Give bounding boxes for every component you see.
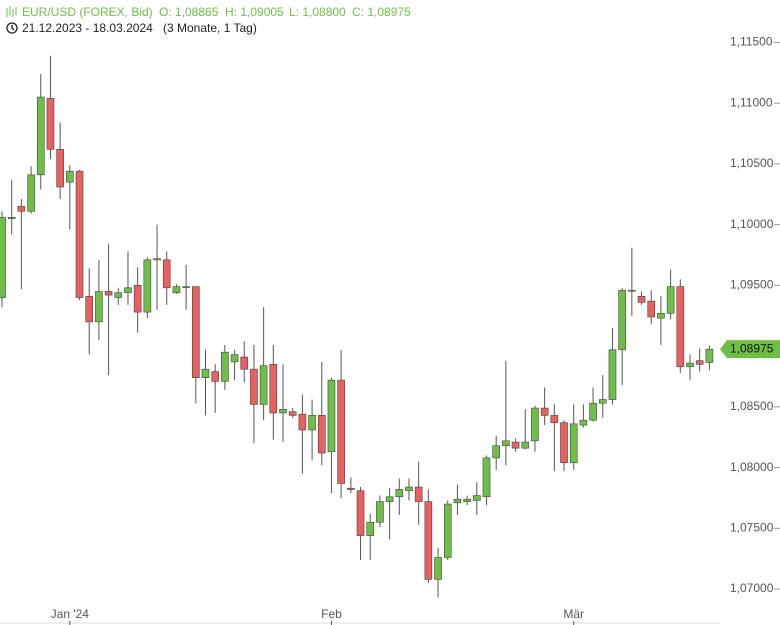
- candle-body: [589, 402, 597, 421]
- last-price-label: 1,08975: [730, 341, 774, 355]
- candle-body: [376, 501, 384, 523]
- candle-body: [337, 379, 345, 484]
- candle-body: [201, 368, 210, 379]
- y-tick-label: 1,11500: [730, 35, 773, 49]
- candle-body: [269, 364, 278, 414]
- candle-body: [414, 486, 423, 502]
- candle-body: [424, 501, 433, 580]
- candle-body: [531, 407, 539, 442]
- candle-body: [647, 300, 656, 318]
- period: (3 Monate, 1 Tag): [163, 21, 257, 35]
- candle-body: [279, 408, 287, 414]
- candle-body: [637, 296, 646, 303]
- candle-body: [579, 419, 588, 426]
- date-range: 21.12.2023 - 18.03.2024: [22, 21, 153, 35]
- candle-body: [608, 349, 617, 400]
- candle-body: [443, 503, 452, 558]
- y-tick-label: 1,09500: [730, 278, 774, 292]
- candle-body: [434, 557, 442, 580]
- y-tick-label: 1,07500: [730, 521, 774, 535]
- candle-body: [85, 296, 94, 323]
- candle-body: [153, 258, 161, 261]
- candle-body: [560, 422, 568, 464]
- candle-body: [385, 496, 394, 502]
- candle-body: [482, 457, 491, 498]
- candle-body: [521, 441, 530, 449]
- y-tick-label: 1,11000: [730, 95, 773, 109]
- candle-body: [221, 351, 229, 382]
- x-tick-label: Mär: [563, 607, 584, 621]
- candle-body: [550, 415, 559, 423]
- candle-body: [395, 489, 404, 498]
- candle-body: [182, 286, 190, 288]
- last-price-badge: [720, 340, 780, 359]
- candle-body: [511, 441, 520, 449]
- candle-body: [66, 170, 74, 183]
- clock-icon: [6, 22, 18, 34]
- candle-body: [598, 399, 607, 404]
- y-tick-label: 1,10500: [730, 156, 774, 170]
- x-tick-label: Feb: [321, 607, 342, 621]
- candle-body: [114, 292, 123, 298]
- candle-body: [192, 286, 200, 379]
- candle-body: [473, 495, 481, 501]
- candle-body: [569, 423, 578, 464]
- header-icon: [6, 6, 17, 17]
- candle-body: [95, 291, 103, 323]
- candle-body: [143, 259, 152, 313]
- y-tick-label: 1,08000: [730, 460, 774, 474]
- candle-body: [133, 285, 142, 313]
- candle-body: [657, 313, 665, 319]
- close-value: C: 1,08975: [352, 5, 411, 19]
- candle-body: [405, 486, 413, 491]
- candle-body: [308, 415, 316, 431]
- y-tick-label: 1,07000: [730, 581, 774, 595]
- candle-body: [356, 490, 365, 536]
- candle-body: [56, 149, 64, 188]
- candle-body: [492, 445, 500, 459]
- candle-body: [27, 174, 35, 212]
- candle-body: [695, 360, 704, 365]
- candle-body: [46, 98, 55, 150]
- y-tick-label: 1,08500: [730, 399, 774, 413]
- candle-body: [75, 170, 84, 298]
- candle-body: [162, 259, 171, 289]
- candle-body: [502, 440, 510, 447]
- candle-body: [618, 289, 626, 351]
- candle-body: [172, 286, 181, 293]
- candle-body: [240, 356, 249, 370]
- candle-body: [0, 217, 6, 298]
- candle-body: [298, 413, 307, 431]
- candle-body: [211, 371, 219, 382]
- candle-body: [17, 206, 26, 212]
- x-tick-label: Jan '24: [51, 607, 90, 621]
- candle-body: [463, 498, 471, 502]
- y-tick-label: 1,10000: [730, 217, 774, 231]
- candle-body: [250, 368, 258, 405]
- candle-body: [288, 411, 297, 416]
- candle-body: [230, 354, 239, 363]
- candle-body: [104, 291, 113, 296]
- candle-body: [686, 362, 694, 368]
- candle-body: [124, 287, 132, 293]
- high-value: H: 1,09005: [225, 5, 284, 19]
- instrument: EUR/USD (FOREX, Bid): [22, 5, 153, 19]
- candle-body: [628, 289, 636, 292]
- candle-body: [676, 286, 685, 368]
- candle-body: [705, 348, 714, 363]
- candle-body: [36, 96, 45, 176]
- open-value: O: 1,08865: [159, 5, 219, 19]
- low-value: L: 1,08800: [289, 5, 346, 19]
- candle-body: [317, 415, 326, 454]
- candle-body: [453, 498, 462, 504]
- candle-body: [327, 379, 336, 453]
- candle-body: [540, 407, 549, 416]
- candle-body: [366, 521, 375, 536]
- candle-body: [347, 487, 355, 490]
- candle-body: [259, 365, 268, 405]
- candle-body: [666, 286, 675, 314]
- candle-body: [7, 217, 16, 219]
